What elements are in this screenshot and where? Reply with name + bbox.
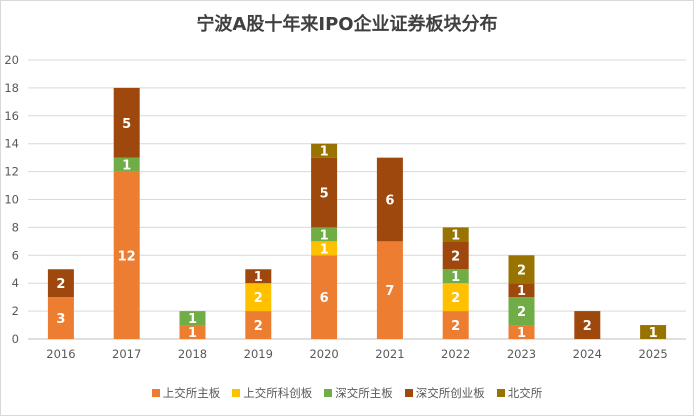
bar-segment [376, 241, 403, 339]
y-tick-label: 18 [4, 81, 19, 95]
legend-label: 深交所主板 [335, 386, 393, 400]
data-label: 1 [320, 145, 329, 160]
data-label: 1 [188, 312, 197, 327]
y-tick-label: 8 [12, 220, 19, 234]
y-tick-label: 12 [4, 165, 19, 179]
data-label: 2 [451, 319, 460, 334]
bar-segment [47, 269, 74, 298]
x-tick-label: 2016 [46, 347, 75, 361]
data-label: 1 [122, 159, 131, 174]
x-tick-label: 2019 [244, 347, 273, 361]
y-tick-label: 4 [12, 276, 19, 290]
bar-segment [508, 283, 535, 298]
x-tick-label: 2021 [375, 347, 404, 361]
data-label: 6 [320, 291, 329, 306]
legend-swatch [404, 389, 413, 397]
bar-segment [311, 255, 338, 339]
data-label: 5 [320, 187, 329, 202]
x-tick-label: 2022 [441, 347, 470, 361]
data-label: 2 [517, 305, 526, 320]
legend-label: 上交所科创板 [243, 386, 313, 400]
legend-item: 上交所科创板 [232, 385, 312, 401]
legend-item: 深交所创业板 [404, 385, 485, 401]
data-label: 12 [118, 249, 136, 264]
chart-title: 宁波A股十年来IPO企业证券板块分布 [196, 14, 498, 35]
bar-segment [508, 325, 535, 339]
bar-segment [442, 311, 469, 339]
bar-segment [640, 325, 667, 339]
data-label: 1 [188, 326, 197, 341]
x-tick-label: 2020 [309, 347, 338, 361]
data-label: 1 [254, 270, 263, 285]
bar-segment [245, 269, 272, 284]
legend-item: 深交所主板 [324, 385, 393, 401]
bar-segment [442, 227, 469, 242]
data-label: 5 [122, 117, 131, 132]
legend-label: 上交所主板 [162, 386, 221, 400]
y-tick-label: 20 [4, 53, 19, 67]
bar-segment [245, 283, 272, 312]
data-label: 1 [517, 284, 526, 299]
data-label: 2 [56, 277, 65, 292]
data-label: 2 [451, 249, 460, 264]
legend-swatch [324, 389, 333, 397]
data-label: 2 [254, 319, 263, 334]
legend: 上交所主板 上交所科创板 深交所主板 深交所创业板 北交所 [0, 385, 694, 401]
x-tick-label: 2018 [178, 347, 207, 361]
bar-segment [508, 297, 535, 326]
x-tick-label: 2025 [638, 347, 667, 361]
bar-segment [245, 311, 272, 339]
legend-swatch [232, 389, 241, 397]
data-label: 2 [583, 319, 592, 334]
x-tick-label: 2024 [573, 347, 602, 361]
legend-label: 深交所创业板 [415, 386, 485, 400]
bar-segment [47, 297, 74, 339]
data-label: 7 [385, 284, 394, 299]
legend-swatch [496, 389, 505, 397]
legend-item: 北交所 [496, 385, 543, 401]
data-label: 1 [517, 326, 526, 341]
data-label: 1 [649, 326, 658, 341]
bar-segment [113, 157, 140, 172]
legend-swatch [151, 389, 160, 397]
bar-segment [376, 157, 403, 242]
data-label: 2 [517, 263, 526, 278]
y-tick-label: 14 [4, 137, 19, 151]
x-tick-label: 2023 [507, 347, 536, 361]
data-label: 2 [451, 291, 460, 306]
data-label: 1 [451, 228, 460, 243]
bar-segment [179, 325, 206, 339]
bar-segment [311, 227, 338, 242]
y-tick-label: 6 [12, 248, 19, 262]
x-tick-label: 2017 [112, 347, 141, 361]
legend-item: 上交所主板 [151, 385, 221, 401]
bar-segment [442, 269, 469, 284]
bar-segment [508, 255, 535, 284]
bar-segment [311, 241, 338, 256]
bar-segment [574, 311, 601, 339]
bar-segment [113, 171, 140, 339]
y-tick-label: 2 [12, 304, 19, 318]
data-label: 1 [451, 270, 460, 285]
data-label: 2 [254, 291, 263, 306]
bar-segment [311, 157, 338, 228]
data-label: 1 [320, 228, 329, 243]
legend-label: 北交所 [507, 386, 543, 400]
data-label: 1 [320, 242, 329, 257]
bar-segment [179, 311, 206, 326]
bar-segment [311, 143, 338, 158]
bar-segment [442, 241, 469, 270]
data-label: 3 [56, 312, 65, 327]
bar-segment [442, 283, 469, 312]
y-tick-label: 10 [4, 193, 19, 207]
y-tick-label: 0 [12, 332, 19, 346]
data-label: 6 [385, 194, 394, 209]
y-tick-label: 16 [4, 109, 19, 123]
bar-segment [113, 87, 140, 158]
